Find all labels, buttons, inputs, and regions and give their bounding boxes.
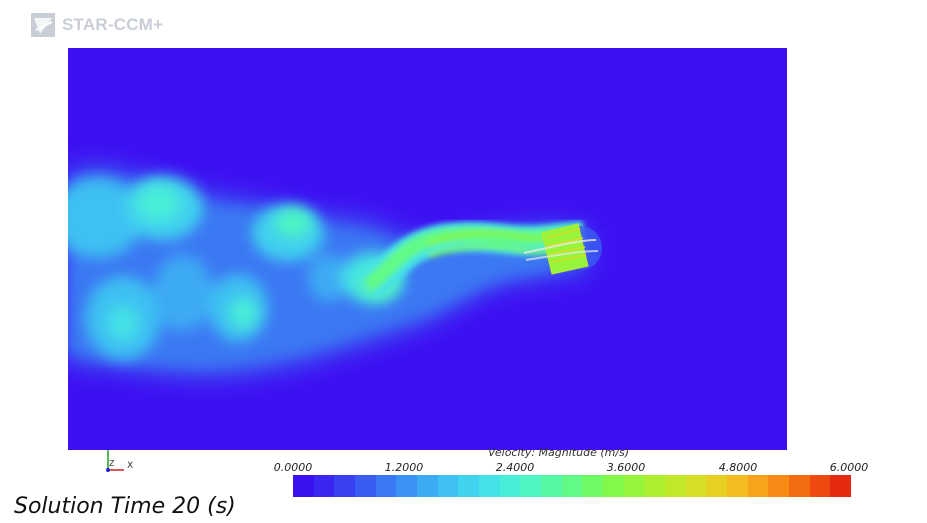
colorbar-swatch: [541, 475, 562, 497]
colorbar-title: Velocity: Magnitude (m/s): [488, 446, 630, 459]
colorbar-swatch: [789, 475, 810, 497]
colorbar-swatch: [747, 475, 769, 497]
colorbar-swatch: [830, 475, 852, 497]
colorbar-swatch: [685, 475, 707, 497]
colorbar-swatch: [479, 475, 500, 497]
triad-z-label: Z: [109, 459, 115, 468]
colorbar-swatch: [396, 475, 418, 497]
colorbar-swatch: [520, 475, 542, 497]
colorbar-swatch: [437, 475, 459, 497]
colorbar-swatch: [561, 475, 583, 497]
colorbar-swatch: [603, 475, 624, 497]
colorbar-swatch: [582, 475, 604, 497]
colorbar-swatch: [375, 475, 397, 497]
velocity-colorbar: [293, 475, 852, 497]
colorbar-swatch: [355, 475, 376, 497]
colorbar-swatch: [706, 475, 728, 497]
colorbar-swatch: [334, 475, 356, 497]
colorbar-label-0: 0.0000: [273, 461, 313, 474]
colorbar-swatch: [727, 475, 748, 497]
colorbar-swatch: [623, 475, 645, 497]
triad-x-label: X: [127, 461, 133, 471]
colorbar-label-1: 1.2000: [384, 461, 424, 474]
app-logo: STAR-CCM+: [30, 9, 200, 41]
cfd-scene-viewport[interactable]: [68, 48, 787, 450]
colorbar-swatch: [499, 475, 521, 497]
propeller-object: [523, 223, 602, 275]
colorbar-label-3: 3.6000: [606, 461, 646, 474]
colorbar-label-2: 2.4000: [495, 461, 535, 474]
colorbar-swatch: [417, 475, 438, 497]
app-logo-text: STAR-CCM+: [62, 15, 164, 34]
colorbar-label-4: 4.8000: [718, 461, 758, 474]
colorbar-label-5: 6.0000: [829, 461, 869, 474]
colorbar-swatch: [644, 475, 666, 497]
solution-time-label: Solution Time 20 (s): [14, 494, 236, 519]
colorbar-swatch: [665, 475, 686, 497]
colorbar-swatch: [768, 475, 790, 497]
colorbar-swatch: [809, 475, 831, 497]
axes-triad-icon: Z X: [106, 450, 133, 472]
star-ccm-logo-icon: [31, 13, 55, 37]
colorbar-swatch: [293, 475, 314, 497]
colorbar-swatch: [458, 475, 480, 497]
colorbar-swatch: [313, 475, 335, 497]
velocity-contour-plot: [68, 48, 787, 450]
